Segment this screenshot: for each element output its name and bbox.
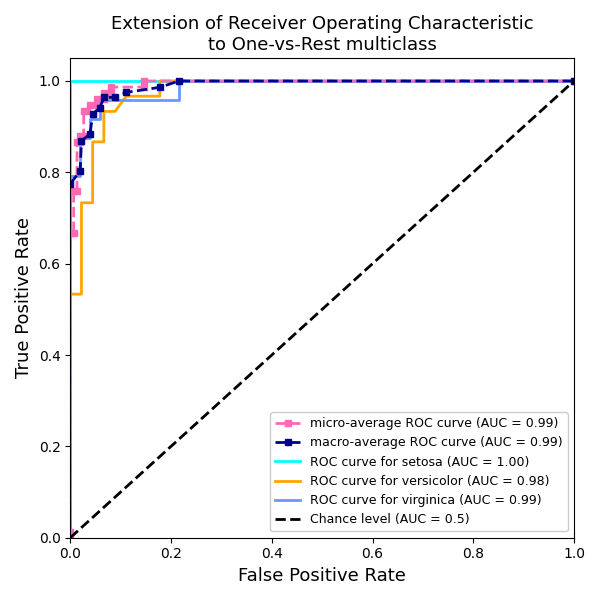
ROC curve for versicolor (AUC = 0.98) [100,138,107,145]
micro-average ROC curve (AUC = 0.99) [70,187,77,194]
ROC curve for setosa (AUC = 1.00) [571,77,578,85]
Line: ROC curve for virginica (AUC = 0.99): ROC curve for virginica (AUC = 0.99) [70,81,574,538]
micro-average ROC curve (AUC = 0.99) [83,108,91,115]
ROC curve for virginica (AUC = 0.99) [86,134,94,142]
ROC curve for versicolor (AUC = 0.98) [100,108,107,115]
micro-average ROC curve (AUC = 0.99) [73,187,80,194]
micro-average ROC curve (AUC = 0.99) [67,528,74,535]
macro-average ROC curve (AUC = 0.99) [100,94,107,101]
micro-average ROC curve (AUC = 0.99) [70,230,77,237]
ROC curve for virginica (AUC = 0.99) [97,115,104,122]
macro-average ROC curve (AUC = 0.99) [77,167,84,175]
Line: macro-average ROC curve (AUC = 0.99): macro-average ROC curve (AUC = 0.99) [68,78,577,187]
ROC curve for versicolor (AUC = 0.98) [67,519,74,526]
ROC curve for virginica (AUC = 0.99) [67,534,74,541]
micro-average ROC curve (AUC = 0.99) [73,138,80,145]
ROC curve for versicolor (AUC = 0.98) [67,290,74,298]
ROC curve for setosa (AUC = 1.00) [67,512,74,520]
ROC curve for virginica (AUC = 0.99) [97,97,104,104]
ROC curve for versicolor (AUC = 0.98) [89,199,96,206]
micro-average ROC curve (AUC = 0.99) [87,102,94,109]
ROC curve for virginica (AUC = 0.99) [571,77,578,85]
ROC curve for versicolor (AUC = 0.98) [89,138,96,145]
micro-average ROC curve (AUC = 0.99) [100,89,107,97]
ROC curve for versicolor (AUC = 0.98) [156,77,163,85]
ROC curve for versicolor (AUC = 0.98) [112,108,119,115]
micro-average ROC curve (AUC = 0.99) [67,534,74,541]
ROC curve for setosa (AUC = 1.00) [67,534,74,541]
ROC curve for virginica (AUC = 0.99) [175,77,182,85]
macro-average ROC curve (AUC = 0.99) [175,77,182,85]
ROC curve for virginica (AUC = 0.99) [175,97,182,104]
ROC curve for virginica (AUC = 0.99) [86,115,94,122]
macro-average ROC curve (AUC = 0.99) [78,137,85,144]
micro-average ROC curve (AUC = 0.99) [67,230,74,237]
Line: micro-average ROC curve (AUC = 0.99): micro-average ROC curve (AUC = 0.99) [68,78,577,541]
Line: ROC curve for versicolor (AUC = 0.98): ROC curve for versicolor (AUC = 0.98) [70,81,574,538]
ROC curve for virginica (AUC = 0.99) [67,515,74,522]
micro-average ROC curve (AUC = 0.99) [94,95,101,103]
macro-average ROC curve (AUC = 0.99) [571,77,578,85]
macro-average ROC curve (AUC = 0.99) [122,89,130,96]
X-axis label: False Positive Rate: False Positive Rate [238,567,406,585]
ROC curve for versicolor (AUC = 0.98) [78,290,85,298]
micro-average ROC curve (AUC = 0.99) [80,132,88,139]
ROC curve for versicolor (AUC = 0.98) [67,534,74,541]
micro-average ROC curve (AUC = 0.99) [77,138,84,145]
ROC curve for versicolor (AUC = 0.98) [78,199,85,206]
macro-average ROC curve (AUC = 0.99) [89,110,96,118]
ROC curve for setosa (AUC = 1.00) [67,77,74,85]
micro-average ROC curve (AUC = 0.99) [94,102,101,109]
macro-average ROC curve (AUC = 0.99) [156,84,163,91]
micro-average ROC curve (AUC = 0.99) [77,132,84,139]
micro-average ROC curve (AUC = 0.99) [571,77,578,85]
micro-average ROC curve (AUC = 0.99) [100,95,107,103]
ROC curve for virginica (AUC = 0.99) [77,134,84,142]
micro-average ROC curve (AUC = 0.99) [80,108,88,115]
ROC curve for versicolor (AUC = 0.98) [156,92,163,100]
ROC curve for virginica (AUC = 0.99) [67,173,74,180]
Y-axis label: True Positive Rate: True Positive Rate [15,217,33,379]
micro-average ROC curve (AUC = 0.99) [140,83,148,91]
micro-average ROC curve (AUC = 0.99) [107,83,114,91]
Line: ROC curve for setosa (AUC = 1.00): ROC curve for setosa (AUC = 1.00) [70,81,574,538]
micro-average ROC curve (AUC = 0.99) [107,89,114,97]
ROC curve for versicolor (AUC = 0.98) [571,77,578,85]
macro-average ROC curve (AUC = 0.99) [86,131,94,138]
macro-average ROC curve (AUC = 0.99) [97,104,104,111]
Legend: micro-average ROC curve (AUC = 0.99), macro-average ROC curve (AUC = 0.99), ROC : micro-average ROC curve (AUC = 0.99), ma… [270,412,568,532]
Title: Extension of Receiver Operating Characteristic
to One-vs-Rest multiclass: Extension of Receiver Operating Characte… [111,15,533,54]
micro-average ROC curve (AUC = 0.99) [140,77,148,85]
macro-average ROC curve (AUC = 0.99) [67,180,74,187]
ROC curve for virginica (AUC = 0.99) [77,173,84,180]
ROC curve for versicolor (AUC = 0.98) [122,92,130,100]
macro-average ROC curve (AUC = 0.99) [112,94,119,101]
